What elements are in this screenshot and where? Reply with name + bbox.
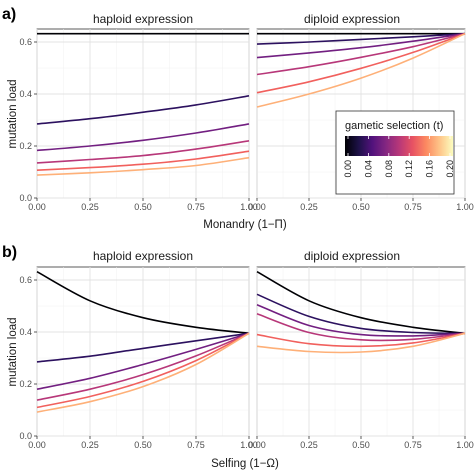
- series-line-t-0.20: [256, 332, 466, 354]
- x-tick-label: 1.00: [240, 440, 258, 450]
- x-tick-label: 1.00: [456, 202, 474, 212]
- series-line-t-0.04: [256, 293, 466, 335]
- series-line-t-0.12: [36, 140, 250, 164]
- x-tick-label: 0.75: [404, 440, 422, 450]
- facet-p2: 0.00 0.25 0.50 0.75 1.00 0.0 0.2 0.4 0.6: [19, 244, 258, 450]
- series-line-t-0.04: [256, 32, 466, 45]
- y-tick-label: 0.6: [19, 275, 32, 285]
- series-line-t-0.04: [36, 95, 250, 125]
- facet-p3: 0.00 0.25 0.50 0.75 1.00: [248, 244, 474, 450]
- legend-tick-label: 0.20: [445, 160, 455, 178]
- panel-b-ylabel: mutation load: [7, 317, 19, 386]
- series-line-t-0.08: [256, 32, 466, 59]
- strip-p3: [257, 244, 465, 265]
- x-tick-label: 0.00: [28, 440, 46, 450]
- y-tick-label: 0.6: [19, 37, 32, 47]
- panel-b-letter: b): [2, 244, 17, 261]
- legend-tick-label: 0.04: [363, 160, 373, 178]
- strip-b-diploid: diploid expression: [304, 249, 400, 263]
- series-line-t-0.16: [256, 32, 466, 94]
- x-tick-label: 0.75: [404, 202, 422, 212]
- legend: gametic selection (t) 0.00 0.04 0.08 0.12 0.…: [335, 110, 455, 195]
- series-line-t-0.08: [256, 303, 466, 337]
- panel-a-letter: a): [2, 6, 16, 23]
- series-line-t-0.20: [36, 156, 250, 176]
- series-line-t-0.00: [256, 270, 466, 335]
- x-tick-label: 0.00: [248, 202, 266, 212]
- x-tick-label: 0.00: [28, 202, 46, 212]
- strip-p0: [37, 6, 249, 27]
- x-tick-label: 1.00: [456, 440, 474, 450]
- x-tick-label: 0.25: [300, 440, 318, 450]
- y-tick-label: 0.2: [19, 141, 32, 151]
- series-line-t-0.16: [36, 332, 250, 409]
- strip-b-haploid: haploid expression: [93, 249, 193, 263]
- series-line-t-0.12: [36, 332, 250, 401]
- panel-b-xlabel: Selfing (1−Ω): [211, 458, 279, 470]
- strip-a-diploid: diploid expression: [304, 12, 400, 26]
- y-tick-label: 0.0: [19, 431, 32, 441]
- strip-p2: [37, 244, 249, 265]
- strip-a-haploid: haploid expression: [93, 12, 193, 26]
- legend-tick-label: 0.00: [343, 160, 353, 178]
- x-tick-label: 0.50: [134, 440, 152, 450]
- legend-title: gametic selection (t): [345, 120, 443, 132]
- legend-colorbar: [345, 136, 453, 156]
- series-line-t-0.04: [36, 332, 250, 363]
- y-tick-label: 0.0: [19, 193, 32, 203]
- legend-tick-label: 0.12: [404, 160, 414, 178]
- series-line-t-0.16: [256, 332, 466, 348]
- x-tick-label: 0.50: [352, 440, 370, 450]
- x-tick-label: 0.25: [300, 202, 318, 212]
- panel-a-ylabel: mutation load: [7, 79, 19, 148]
- panel-a-xlabel: Monandry (1−Π): [203, 219, 287, 231]
- series-line-t-0.08: [36, 332, 250, 390]
- series-line-t-0.16: [36, 150, 250, 171]
- x-tick-label: 1.00: [240, 202, 258, 212]
- facet-p0: 0.00 0.25 0.50 0.75 1.00 0.0 0.2 0.4 0.6: [19, 6, 258, 212]
- strip-p1: [257, 6, 465, 27]
- legend-tick-label: 0.16: [425, 160, 435, 178]
- series-line-t-0.00: [36, 270, 250, 335]
- y-tick-label: 0.4: [19, 327, 32, 337]
- x-tick-label: 0.00: [248, 440, 266, 450]
- x-tick-label: 0.25: [81, 202, 99, 212]
- series-line-t-0.08: [36, 123, 250, 152]
- x-tick-label: 0.50: [352, 202, 370, 212]
- series-line-t-0.12: [256, 313, 466, 342]
- x-tick-label: 0.75: [187, 202, 205, 212]
- legend-tick-label: 0.08: [384, 160, 394, 178]
- y-tick-label: 0.4: [19, 89, 32, 99]
- series-line-t-0.12: [256, 32, 466, 76]
- series-line-t-0.20: [36, 332, 250, 413]
- x-tick-label: 0.25: [81, 440, 99, 450]
- x-tick-label: 0.50: [134, 202, 152, 212]
- x-tick-label: 0.75: [187, 440, 205, 450]
- y-tick-label: 0.2: [19, 379, 32, 389]
- series-line-t-0.20: [256, 32, 466, 108]
